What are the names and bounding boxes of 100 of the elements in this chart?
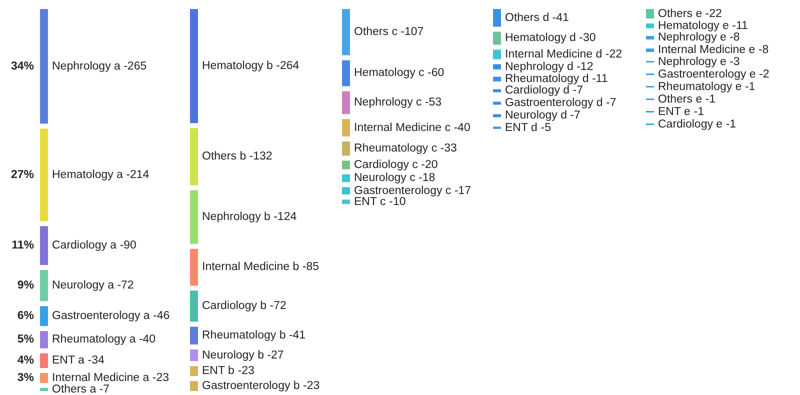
category-label: Hematology a	[52, 168, 124, 181]
category-label: Others a	[52, 383, 97, 395]
category-label: Hematology c	[354, 67, 425, 80]
data-label: -34	[88, 354, 106, 367]
category-label: Internal Medicine a	[52, 372, 150, 384]
data-label: -264	[276, 60, 300, 72]
category-label: Others e	[658, 93, 702, 106]
data-label: -124	[274, 211, 298, 224]
data-label: -214	[126, 168, 150, 181]
data-label: -8	[730, 32, 740, 44]
category-label: Cardiology e	[658, 118, 723, 130]
category-label: Nephrology d	[505, 60, 574, 73]
category-label: Gastroenterology c	[354, 184, 452, 197]
data-label: -7	[572, 84, 583, 97]
category-label: Neurology d	[505, 110, 568, 122]
data-label: -22	[705, 8, 722, 20]
data-label: -40	[138, 334, 156, 346]
category-label: Gastroenterology a	[52, 310, 150, 322]
category-label: ENT a	[52, 354, 85, 367]
data-label: -7	[606, 97, 616, 110]
category-label: ENT d	[505, 122, 538, 134]
category-label: Neurology a	[52, 280, 115, 292]
data-label: -72	[270, 300, 286, 312]
data-label: -40	[454, 122, 470, 134]
data-label: -107	[400, 26, 424, 38]
data-label: -20	[421, 159, 438, 172]
text: 27%	[10, 168, 34, 181]
text: 11%	[12, 240, 34, 252]
category-label: Nephrology b	[202, 211, 270, 224]
category-label: Nephrology e	[658, 32, 726, 44]
category-label: Nephrology e	[658, 56, 726, 68]
text: 34%	[10, 60, 34, 72]
category-label: Hematology b	[202, 60, 273, 72]
category-label: Cardiology c	[354, 159, 418, 172]
data-label: -132	[249, 150, 272, 163]
data-label: -7	[99, 383, 110, 395]
data-label: -23	[238, 365, 254, 378]
category-label: Internal Medicine b	[202, 261, 300, 274]
data-label: -8	[758, 44, 769, 56]
data-label: -2	[759, 68, 770, 80]
data-label: -85	[302, 261, 319, 274]
data-label: -7	[570, 110, 580, 122]
data-label: -5	[540, 122, 552, 134]
data-label: -17	[454, 184, 471, 197]
text: 5%	[17, 334, 34, 346]
category-label: Rheumatology c	[354, 142, 438, 155]
category-label: Nephrology c	[354, 96, 422, 109]
category-label: ENT e	[658, 106, 690, 118]
data-label: -33	[440, 142, 457, 155]
category-label: Internal Medicine c	[354, 122, 451, 134]
data-label: -10	[389, 196, 406, 208]
text: 3%	[17, 372, 34, 384]
data-label: -1	[744, 80, 756, 93]
data-label: -46	[153, 310, 170, 322]
data-label: -30	[579, 32, 596, 44]
data-label: -265	[124, 60, 147, 72]
category-label: ENT b	[202, 365, 234, 378]
data-label: -23	[152, 372, 169, 384]
category-label: Others c	[354, 26, 398, 38]
category-label: Others e	[658, 8, 702, 20]
category-label: Others b	[202, 150, 246, 163]
data-label: -1	[694, 106, 704, 118]
category-label: Rheumatology e	[658, 80, 742, 93]
category-label: Rheumatology d	[505, 73, 589, 86]
category-label: Rheumatology a	[52, 334, 136, 346]
category-label: Gastroenterology b	[202, 380, 300, 392]
data-label: -60	[428, 67, 444, 80]
category-label: Neurology b	[202, 349, 264, 362]
data-label: -22	[605, 48, 622, 60]
category-label: Internal Medicine d	[505, 48, 602, 60]
data-label: -3	[730, 56, 740, 68]
category-label: Nephrology a	[52, 60, 122, 72]
category-label: Others d	[505, 12, 550, 24]
data-label: -41	[552, 12, 569, 24]
data-label: -11	[592, 73, 608, 86]
category-label: Internal Medicine e	[658, 44, 756, 56]
data-label: -41	[288, 330, 306, 342]
category-label: Gastroenterology d	[505, 97, 603, 110]
category-label: ENT c	[354, 196, 386, 208]
category-label: Neurology c	[354, 172, 416, 184]
text: 9%	[17, 280, 34, 292]
data-label: -90	[120, 240, 136, 252]
category-label: Cardiology d	[505, 84, 570, 97]
data-label: -1	[705, 93, 716, 106]
text: 6%	[17, 310, 34, 322]
data-label: -11	[732, 20, 748, 32]
data-label: -18	[418, 172, 436, 184]
data-label: -12	[576, 60, 594, 73]
category-label: Hematology d	[505, 32, 576, 44]
category-label: Gastroenterology e	[658, 68, 756, 80]
category-label: Cardiology b	[202, 300, 267, 312]
data-label: -72	[117, 280, 134, 292]
data-label: -23	[303, 380, 320, 392]
text: 4%	[17, 354, 34, 367]
data-label: -27	[267, 349, 284, 362]
data-label: -53	[424, 96, 442, 109]
category-label: Hematology e	[658, 20, 729, 32]
category-label: Rheumatology b	[202, 330, 286, 342]
data-label: -1	[726, 118, 736, 130]
category-label: Cardiology a	[52, 240, 118, 252]
